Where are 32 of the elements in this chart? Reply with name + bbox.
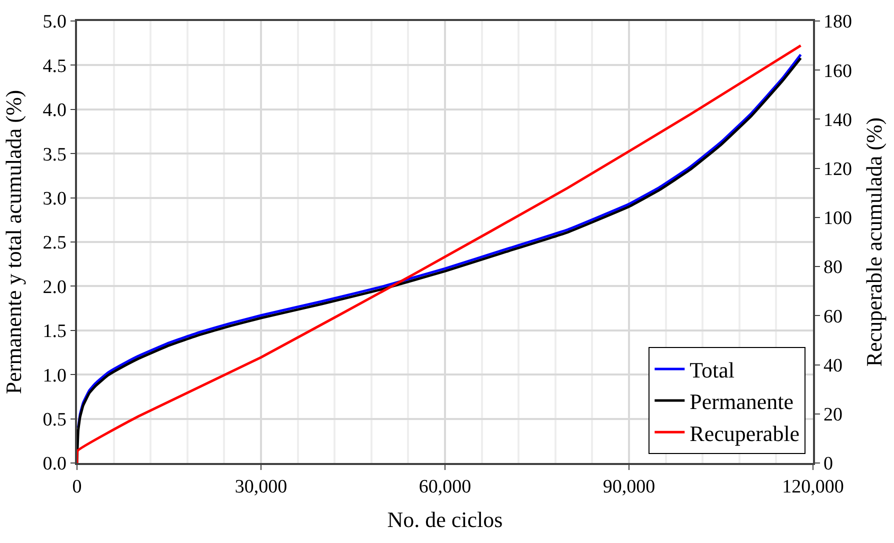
y2-tick-label: 160 bbox=[824, 60, 852, 82]
y2-tick-label: 100 bbox=[824, 208, 852, 230]
x-tick-label: 120,000 bbox=[782, 476, 844, 498]
y2-tick-label: 60 bbox=[824, 306, 843, 328]
y2-tick-label: 40 bbox=[824, 355, 843, 376]
y-tick-label: 4.5 bbox=[42, 56, 66, 77]
y2-tick-label: 180 bbox=[824, 12, 852, 33]
legend-label: Total bbox=[690, 358, 735, 383]
y-tick-label: 1.5 bbox=[42, 321, 66, 342]
x-tick-label: 0 bbox=[72, 476, 82, 498]
y-tick-label: 3.5 bbox=[42, 144, 66, 166]
legend-label: Permanente bbox=[690, 389, 794, 414]
y-tick-label: 0.5 bbox=[42, 409, 66, 430]
x-axis-title: No. de ciclos bbox=[387, 506, 503, 532]
y-tick-label: 3.0 bbox=[42, 188, 66, 210]
y-tick-label: 4.0 bbox=[42, 100, 66, 122]
y2-tick-label: 80 bbox=[824, 257, 843, 278]
y2-tick-label: 20 bbox=[824, 404, 843, 426]
legend-label: Recuperable bbox=[690, 420, 800, 446]
x-tick-label: 90,000 bbox=[602, 476, 656, 498]
y-tick-label: 1.0 bbox=[42, 365, 66, 386]
y-tick-label: 2.5 bbox=[42, 232, 66, 254]
y2-tick-label: 120 bbox=[824, 158, 852, 180]
y-tick-label: 0.0 bbox=[42, 454, 66, 475]
y2-tick-label: 140 bbox=[824, 110, 852, 131]
y2-tick-label: 0 bbox=[824, 454, 834, 475]
y-axis-title: Permanente y total acumulada (%) bbox=[1, 90, 26, 394]
x-tick-label: 60,000 bbox=[418, 476, 472, 498]
x-tick-label: 30,000 bbox=[234, 476, 288, 498]
y2-axis-title: Recuperable acumulada (%) bbox=[861, 117, 886, 367]
y-tick-label: 5.0 bbox=[42, 12, 66, 33]
y-tick-label: 2.0 bbox=[42, 276, 66, 298]
